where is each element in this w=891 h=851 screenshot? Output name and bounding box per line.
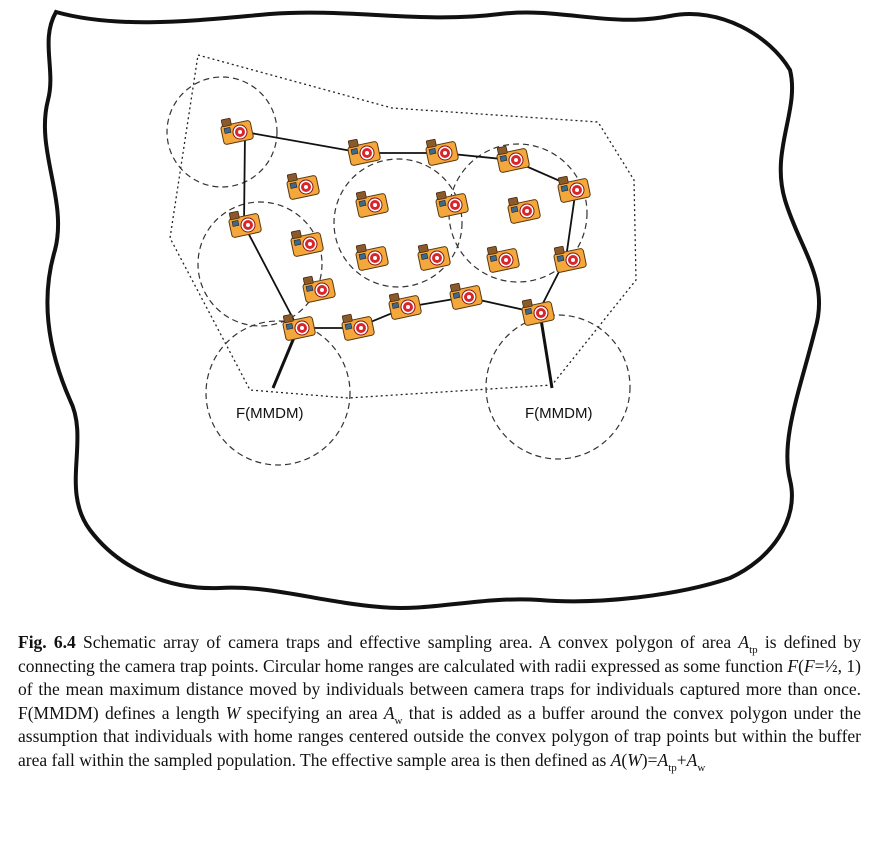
camera-trap-icon: [289, 229, 325, 258]
caption-text: specifying an area: [240, 702, 384, 723]
caption-var: A: [686, 749, 698, 770]
caption-subscript: w: [394, 714, 403, 727]
caption-var: A: [657, 749, 669, 770]
buffer-label-right: F(MMDM): [525, 405, 592, 422]
caption-text: is defined by connecting the camera trap…: [18, 632, 861, 676]
camera-trap-icon: [346, 138, 382, 167]
figure-number: Fig. 6.4: [18, 632, 76, 652]
camera-trap-icon: [506, 196, 542, 225]
camera-trap-icon: [354, 243, 390, 272]
caption-text: that is added as a buffer around the con…: [18, 702, 861, 770]
caption-text: +: [676, 749, 687, 770]
camera-trap-icon: [354, 190, 390, 219]
caption-var: A: [383, 702, 395, 723]
camera-trap-icon: [552, 245, 588, 274]
caption-text: (: [621, 749, 628, 770]
caption-subscript: tp: [668, 761, 677, 774]
caption-text: =½, 1) of the mean maximum distance move…: [18, 655, 861, 723]
camera-trap-icon: [301, 275, 337, 304]
camera-trap-icon: [556, 175, 592, 204]
camera-trap-icon: [285, 172, 321, 201]
caption-var: W: [627, 749, 642, 770]
camera-trap-icon: [387, 292, 423, 321]
home-range-circles: [166, 76, 631, 466]
camera-trap-icon: [485, 245, 521, 274]
camera-trap-icon: [424, 138, 460, 167]
buffer-label-left: F(MMDM): [236, 405, 303, 422]
caption-var: W: [225, 702, 241, 723]
figure-caption: Fig. 6.4 Schematic array of camera traps…: [18, 631, 861, 773]
camera-trap-icon: [340, 313, 376, 342]
camera-trap-icon: [448, 282, 484, 311]
camera-trap-icon: [495, 145, 531, 174]
camera-traps: [219, 117, 592, 342]
study-area-boundary: [42, 9, 821, 610]
camera-trap-icon: [281, 313, 317, 342]
caption-text: (: [798, 655, 804, 676]
caption-var: A: [738, 632, 750, 652]
caption-text: )=: [641, 749, 658, 770]
camera-trap-icon: [520, 298, 556, 327]
caption-var: F: [803, 655, 815, 676]
caption-var: A: [610, 749, 622, 770]
camera-trap-icon: [219, 117, 255, 146]
camera-trap-icon: [227, 210, 263, 239]
caption-text: Schematic array of camera traps and effe…: [75, 632, 739, 652]
camera-trap-icon: [434, 190, 470, 219]
camera-trap-diagram: F(MMDM) F(MMDM): [42, 9, 821, 610]
caption-subscript: tp: [749, 644, 758, 656]
mmdm-radius-right: [538, 312, 554, 389]
caption-var: F: [787, 655, 799, 676]
camera-trap-icon: [416, 243, 452, 272]
caption-subscript: w: [697, 761, 706, 774]
